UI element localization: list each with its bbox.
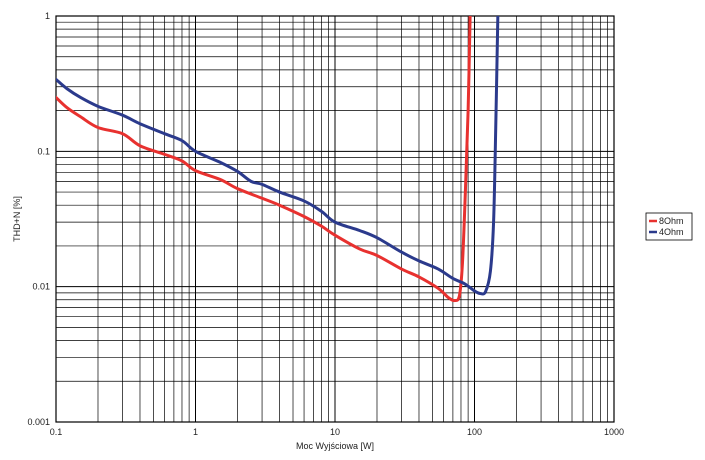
x-axis-label: Moc Wyjściowa [W] [296, 441, 374, 451]
series-layer [56, 16, 500, 303]
x-tick-label: 100 [467, 427, 482, 437]
y-tick-label: 1 [45, 11, 50, 21]
legend-label-4ohm: 4Ohm [659, 227, 684, 237]
y-tick-labels: 0.001 0.01 0.1 1 [27, 11, 50, 427]
legend-label-8ohm: 8Ohm [659, 216, 684, 226]
series-line-4ohm [56, 16, 500, 296]
x-tick-label: 1000 [604, 427, 624, 437]
y-tick-label: 0.1 [37, 146, 50, 156]
plot-frame [55, 15, 615, 423]
x-tick-label: 0.1 [50, 427, 63, 437]
x-tick-labels: 0.1 1 10 100 1000 [50, 427, 624, 437]
series-line-8ohm [56, 16, 472, 303]
legend: 8Ohm 4Ohm [645, 212, 693, 241]
x-tick-label: 10 [330, 427, 340, 437]
legend-box [645, 212, 693, 241]
x-tick-label: 1 [193, 427, 198, 437]
y-tick-label: 0.01 [32, 282, 50, 292]
y-axis-label: THD+N [%] [12, 196, 22, 242]
y-tick-label: 0.001 [27, 417, 50, 427]
chart-grid [55, 16, 614, 423]
